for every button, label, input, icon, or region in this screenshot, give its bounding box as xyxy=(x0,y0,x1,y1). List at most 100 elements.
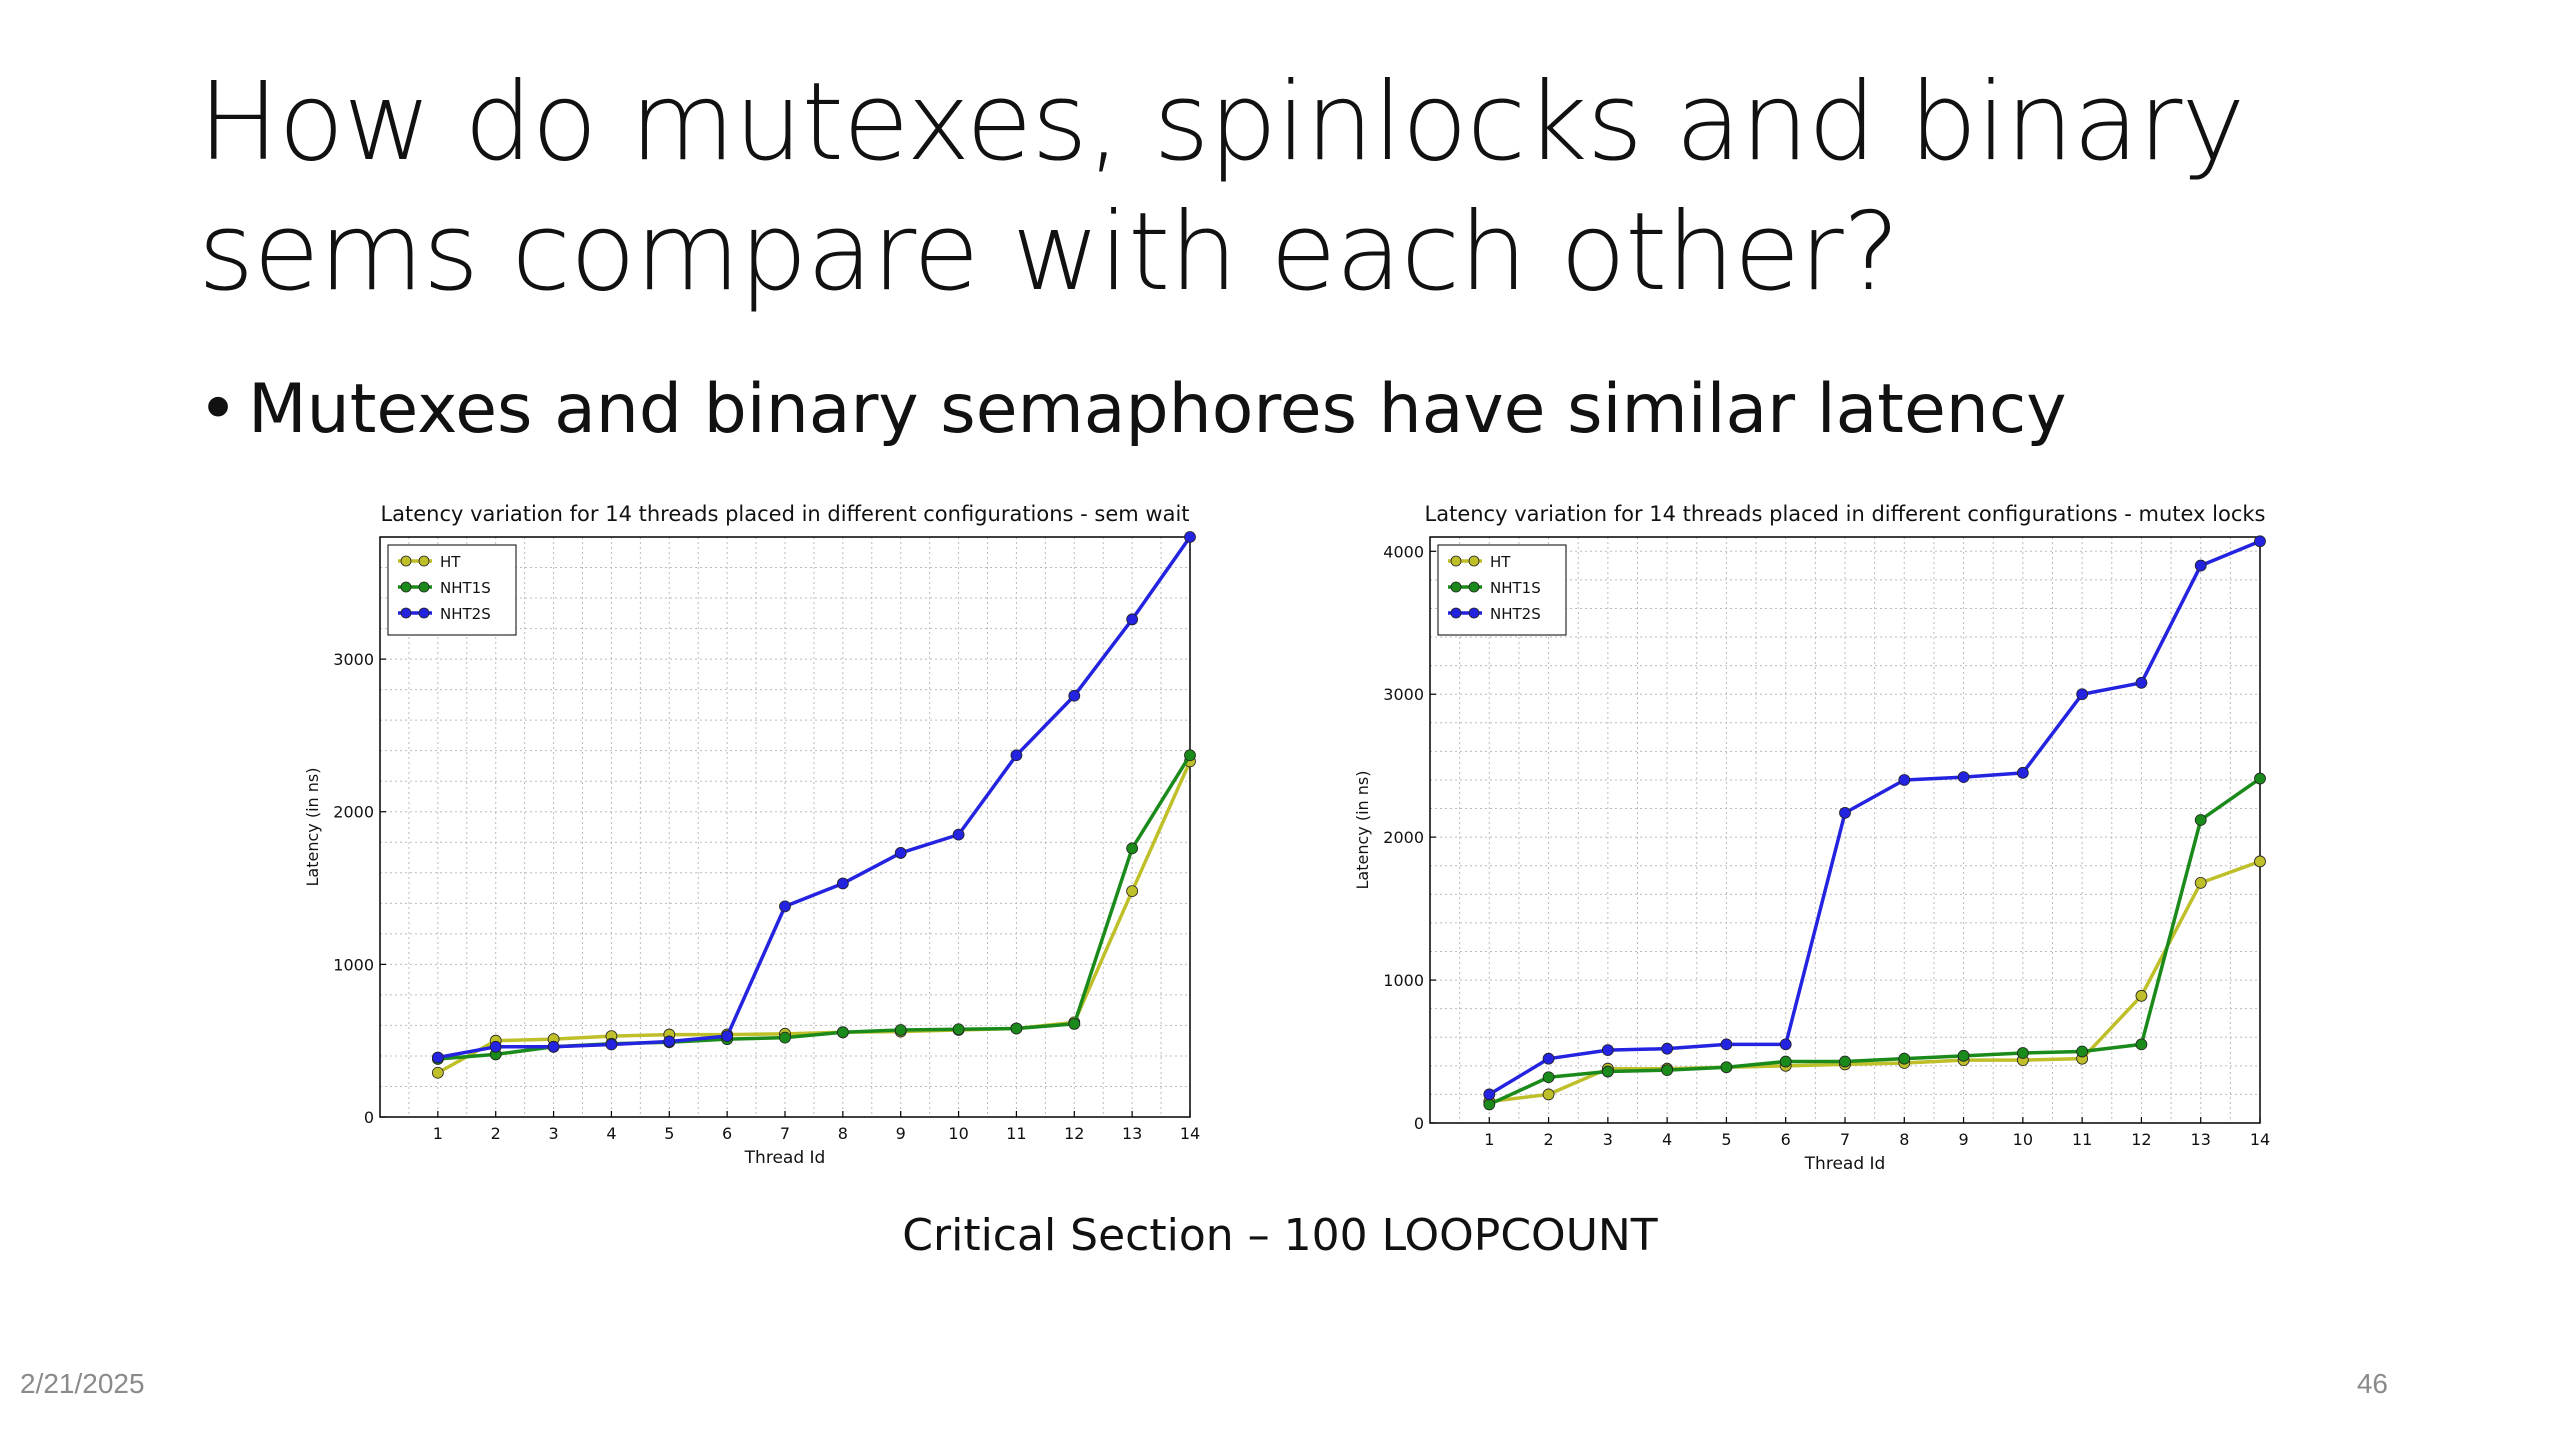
x-tick-label: 12 xyxy=(1064,1124,1084,1143)
x-tick-label: 3 xyxy=(548,1124,558,1143)
data-point-nht1s xyxy=(894,1024,907,1036)
data-point-nht2s xyxy=(431,1051,444,1064)
data-point-nht1s xyxy=(1601,1065,1614,1078)
x-tick-label: 6 xyxy=(722,1124,732,1143)
data-point-ht xyxy=(1542,1088,1555,1101)
data-point-nht1s xyxy=(952,1023,965,1036)
x-tick-label: 9 xyxy=(1958,1130,1968,1149)
data-point-nht2s xyxy=(663,1035,676,1048)
sem-wait-latency-chart: Latency variation for 14 threads placed … xyxy=(303,502,1200,1168)
x-tick-label: 4 xyxy=(606,1124,616,1143)
y-axis-label: Latency (in ns) xyxy=(303,768,322,887)
slide-date: 2/21/2025 xyxy=(20,1368,145,1399)
data-point-nht1s xyxy=(1010,1022,1023,1035)
data-point-nht1s xyxy=(1898,1052,1911,1065)
y-axis-label: Latency (in ns) xyxy=(1353,771,1372,890)
x-tick-label: 14 xyxy=(2250,1130,2270,1149)
y-tick-label: 0 xyxy=(364,1108,374,1127)
legend-label: NHT2S xyxy=(440,605,491,623)
legend-label: NHT1S xyxy=(440,579,491,597)
legend-swatch-marker xyxy=(400,581,412,593)
data-point-nht1s xyxy=(836,1026,849,1039)
bullet-text: Mutexes and binary semaphores have simil… xyxy=(248,370,2067,449)
x-tick-label: 10 xyxy=(2013,1130,2033,1149)
slide-number: 46 xyxy=(2356,1368,2388,1399)
x-tick-label: 5 xyxy=(1721,1130,1731,1149)
legend-swatch-marker xyxy=(400,607,412,619)
x-tick-label: 2 xyxy=(1543,1130,1553,1149)
x-tick-label: 1 xyxy=(1484,1130,1494,1149)
data-point-nht1s xyxy=(2135,1038,2148,1051)
y-tick-label: 1000 xyxy=(1383,971,1424,990)
data-point-nht1s xyxy=(2076,1045,2089,1058)
data-point-ht xyxy=(1126,885,1139,898)
data-point-nht2s xyxy=(2194,559,2207,572)
x-tick-label: 10 xyxy=(948,1124,968,1143)
y-tick-label: 1000 xyxy=(333,955,374,974)
legend-swatch-marker xyxy=(1450,581,1462,593)
data-point-nht2s xyxy=(2135,676,2148,689)
data-point-nht1s xyxy=(2254,772,2266,785)
data-point-nht2s xyxy=(1010,749,1023,762)
x-tick-label: 11 xyxy=(1006,1124,1026,1143)
data-point-nht2s xyxy=(2254,535,2266,548)
legend-swatch-marker xyxy=(418,581,430,593)
legend-label: NHT1S xyxy=(1490,579,1541,597)
data-point-nht2s xyxy=(2076,688,2089,701)
data-point-ht xyxy=(2254,855,2266,868)
data-point-nht1s xyxy=(2016,1047,2029,1059)
data-point-nht2s xyxy=(1601,1044,1614,1057)
x-tick-label: 5 xyxy=(664,1124,674,1143)
data-point-nht1s xyxy=(779,1031,791,1044)
x-tick-label: 7 xyxy=(780,1124,790,1143)
x-tick-label: 1 xyxy=(433,1124,443,1143)
y-tick-label: 3000 xyxy=(333,650,374,669)
legend-swatch-marker xyxy=(418,555,430,567)
legend-swatch-marker xyxy=(1468,581,1480,593)
data-point-nht2s xyxy=(1898,774,1911,786)
data-point-nht2s xyxy=(1661,1042,1674,1055)
x-axis-label: Thread Id xyxy=(1804,1154,1886,1174)
series-line-nht1s xyxy=(1488,777,2262,1107)
x-tick-label: 11 xyxy=(2072,1130,2092,1149)
x-tick-label: 7 xyxy=(1840,1130,1850,1149)
data-point-nht1s xyxy=(1779,1055,1792,1068)
slide-caption: Critical Section – 100 LOOPCOUNT xyxy=(902,1210,1658,1261)
x-tick-label: 8 xyxy=(838,1124,848,1143)
data-point-nht2s xyxy=(1720,1038,1733,1051)
plot-area xyxy=(1430,537,2260,1123)
chart-title: Latency variation for 14 threads placed … xyxy=(380,502,1189,526)
data-point-nht2s xyxy=(721,1030,734,1043)
x-tick-label: 6 xyxy=(1781,1130,1791,1149)
data-point-ht xyxy=(431,1066,444,1079)
x-tick-label: 12 xyxy=(2131,1130,2151,1149)
x-tick-label: 14 xyxy=(1180,1124,1200,1143)
data-point-nht2s xyxy=(952,828,965,841)
data-point-nht1s xyxy=(1720,1061,1733,1074)
legend-swatch-marker xyxy=(1450,555,1462,567)
x-tick-label: 3 xyxy=(1603,1130,1613,1149)
data-point-nht1s xyxy=(1483,1098,1496,1111)
data-point-nht1s xyxy=(1126,842,1139,855)
y-tick-label: 4000 xyxy=(1383,542,1424,561)
series-line-nht2s xyxy=(437,535,1192,1060)
x-tick-label: 9 xyxy=(896,1124,906,1143)
series-line-nht2s xyxy=(1488,539,2261,1096)
data-point-nht2s xyxy=(1068,689,1081,702)
data-point-nht1s xyxy=(1184,749,1196,762)
legend-label: NHT2S xyxy=(1490,605,1541,623)
data-point-nht1s xyxy=(1957,1049,1970,1062)
data-point-nht1s xyxy=(2194,814,2207,826)
y-tick-label: 3000 xyxy=(1383,685,1424,704)
legend-swatch-marker xyxy=(418,607,430,619)
data-point-ht xyxy=(2194,876,2207,889)
x-tick-label: 13 xyxy=(2191,1130,2211,1149)
legend-label: HT xyxy=(1490,553,1511,571)
x-tick-label: 2 xyxy=(491,1124,501,1143)
data-point-nht2s xyxy=(605,1038,618,1051)
chart-title: Latency variation for 14 threads placed … xyxy=(1425,502,2266,526)
data-point-ht xyxy=(2135,989,2148,1002)
data-point-nht2s xyxy=(779,900,791,913)
legend-label: HT xyxy=(440,553,461,571)
data-point-nht2s xyxy=(489,1040,502,1053)
